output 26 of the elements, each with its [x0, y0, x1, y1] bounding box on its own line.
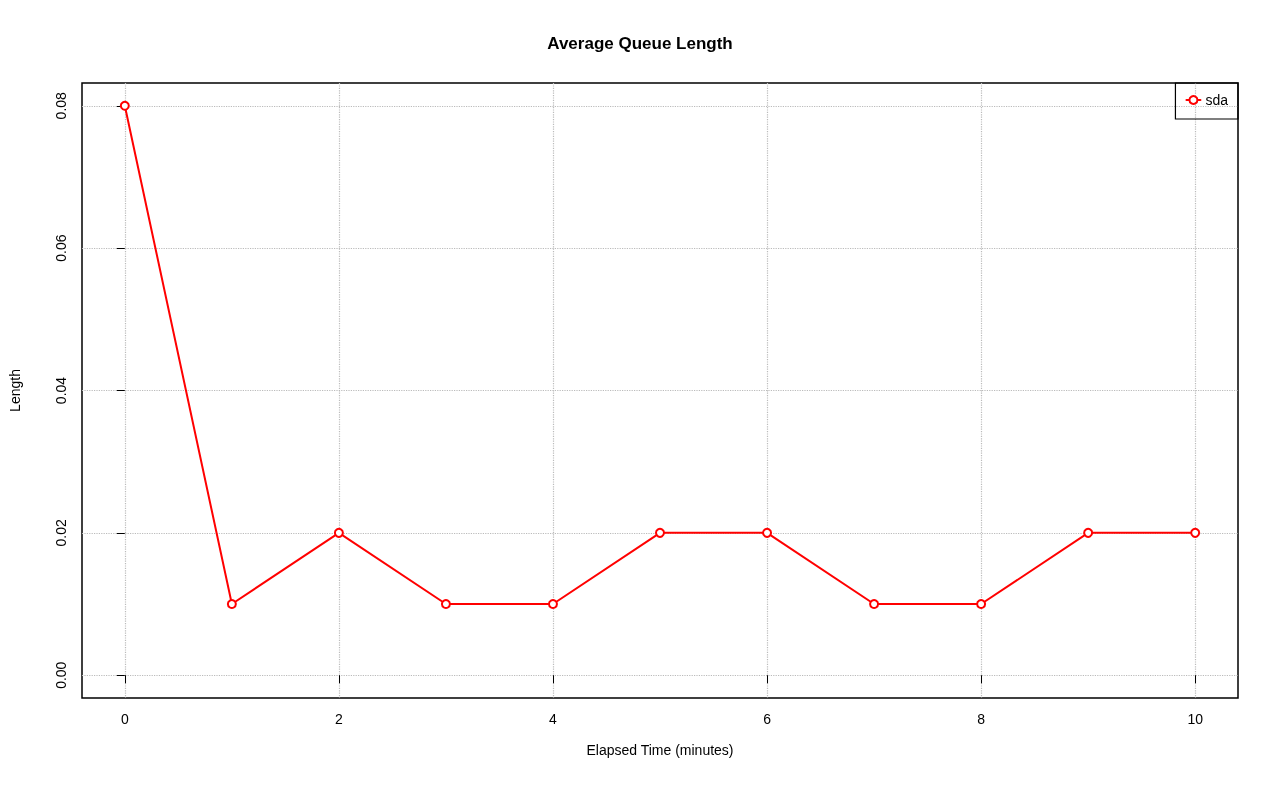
x-tick-label: 8 — [977, 711, 986, 727]
x-tick-label: 2 — [334, 711, 343, 727]
y-tick-label: 0.06 — [53, 234, 69, 262]
point — [976, 599, 987, 610]
y-tick-label: 0.02 — [53, 519, 69, 547]
point — [547, 599, 558, 610]
y-tick-label: 0.00 — [53, 661, 69, 689]
y-axis-title: Length — [7, 369, 23, 412]
x-tick-label: 4 — [549, 711, 558, 727]
x-tick-label: 6 — [763, 711, 772, 727]
point — [226, 599, 237, 610]
x-axis-title: Elapsed Time (minutes) — [586, 742, 734, 758]
point — [869, 599, 880, 610]
chart-title: Average Queue Length — [547, 34, 733, 53]
point — [1190, 527, 1201, 538]
legend-label: sda — [1205, 92, 1229, 108]
point — [440, 599, 451, 610]
y-tick-label: 0.04 — [53, 376, 69, 405]
point — [333, 527, 344, 538]
x-tick-label: 0 — [120, 711, 129, 727]
point — [655, 527, 665, 538]
point — [1083, 527, 1094, 538]
point — [119, 100, 130, 111]
y-tick-label: 0.08 — [53, 91, 69, 120]
x-tick-label: 10 — [1187, 711, 1204, 727]
point — [762, 527, 773, 538]
